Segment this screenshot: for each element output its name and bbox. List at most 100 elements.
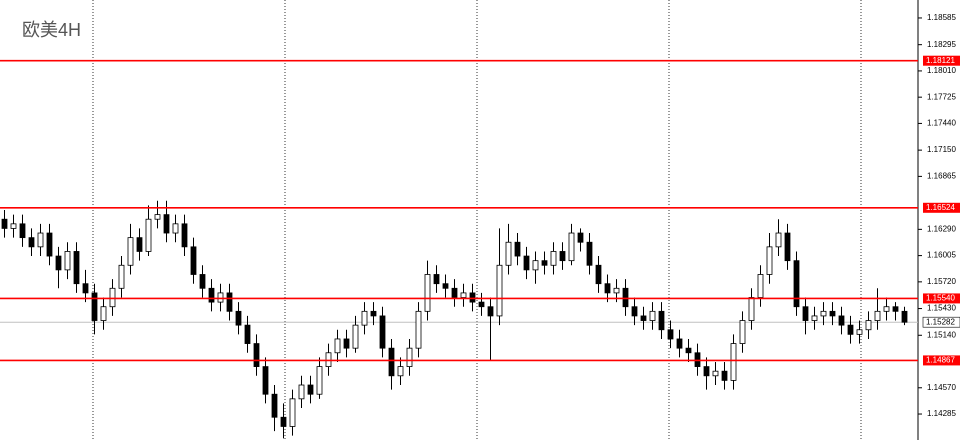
candle-body	[316, 366, 323, 395]
candle-body	[370, 310, 377, 317]
candle-body	[901, 310, 908, 323]
candle-body	[892, 306, 899, 312]
candle-body	[145, 218, 152, 252]
candle-body	[460, 292, 467, 298]
y-tick-label: 1.14570	[927, 383, 956, 392]
candle-body	[721, 370, 728, 381]
y-tick-label: 1.17440	[927, 119, 956, 128]
candle-body	[766, 246, 773, 275]
y-tick-label: 1.15140	[927, 330, 956, 339]
candle-body	[775, 232, 782, 248]
level-tag	[923, 55, 960, 66]
candle-body	[739, 320, 746, 344]
candle-body	[10, 223, 17, 229]
candle-body	[478, 301, 485, 308]
candle-body	[640, 315, 647, 321]
last-price-label: 1.15282	[926, 317, 955, 326]
y-tick-label: 1.15720	[927, 277, 956, 286]
candle-body	[829, 310, 836, 317]
y-tick-label: 1.16865	[927, 171, 956, 180]
candle-body	[730, 343, 737, 381]
candle-body	[604, 283, 611, 294]
candle-body	[136, 237, 143, 252]
y-tick-label: 1.18295	[927, 40, 956, 49]
candle-body	[550, 251, 557, 266]
candle-body	[271, 393, 278, 418]
candle-body	[253, 343, 260, 367]
candle-body	[64, 251, 71, 271]
candle-body	[127, 237, 134, 266]
chart-title: 欧美4H	[22, 20, 81, 40]
candle-body	[613, 287, 620, 294]
candle-body	[469, 292, 476, 303]
candle-body	[595, 264, 602, 285]
candle-body	[172, 223, 179, 234]
candle-body	[685, 347, 692, 354]
candle-body	[73, 251, 80, 285]
level-label: 1.14867	[926, 356, 955, 365]
level-label: 1.15540	[926, 294, 955, 303]
candle-body	[289, 398, 296, 427]
candle-body	[181, 223, 188, 248]
candle-body	[523, 255, 530, 271]
candle-body	[19, 223, 26, 239]
candle-body	[37, 232, 44, 248]
candle-body	[190, 246, 197, 275]
y-tick-label: 1.18010	[927, 66, 956, 75]
y-tick-label: 1.17725	[927, 92, 956, 101]
y-tick-label: 1.16290	[927, 224, 956, 233]
candle-body	[514, 241, 521, 257]
y-tick-label: 1.17150	[927, 145, 956, 154]
candle-body	[46, 232, 53, 257]
candle-body	[415, 310, 422, 349]
candle-body	[784, 232, 791, 262]
candle-body	[442, 283, 449, 289]
candle-body	[532, 260, 539, 271]
candle-body	[208, 287, 215, 303]
candle-body	[649, 310, 656, 321]
candle-body	[91, 292, 98, 321]
candle-body	[838, 315, 845, 326]
candle-body	[757, 274, 764, 298]
last-price-tag	[922, 316, 960, 328]
candle-body	[262, 366, 269, 395]
candle-body	[676, 338, 683, 349]
candle-body	[424, 274, 431, 312]
candle-body	[154, 214, 161, 220]
candle-body	[811, 315, 818, 321]
candle-body	[820, 310, 827, 317]
candle-body	[496, 264, 503, 317]
level-tag	[923, 293, 960, 304]
candle-body	[1, 218, 8, 229]
candle-body	[199, 274, 206, 289]
candle-body	[541, 260, 548, 266]
candle-body	[55, 255, 62, 271]
candle-body	[28, 237, 35, 248]
candle-body	[343, 338, 350, 349]
y-tick-label: 1.18585	[927, 13, 956, 22]
candle-body	[667, 329, 674, 340]
candle-body	[568, 232, 575, 262]
candle-body	[397, 366, 404, 377]
candle-body	[82, 283, 89, 294]
candle-body	[577, 232, 584, 243]
candle-body	[451, 287, 458, 298]
candle-body	[586, 241, 593, 266]
candle-body	[307, 384, 314, 395]
candle-body	[559, 251, 566, 262]
y-tick-label: 1.16005	[927, 251, 956, 260]
candle-body	[487, 306, 494, 317]
candle-body	[847, 324, 854, 335]
level-tag	[923, 202, 960, 213]
candle-body	[703, 366, 710, 377]
candle-body	[226, 292, 233, 312]
candle-body	[280, 416, 287, 427]
candle-body	[352, 324, 359, 349]
candle-body	[100, 306, 107, 321]
level-label: 1.18121	[926, 56, 955, 65]
candle-body	[622, 287, 629, 308]
candle-body	[379, 315, 386, 349]
candle-body	[748, 297, 755, 321]
